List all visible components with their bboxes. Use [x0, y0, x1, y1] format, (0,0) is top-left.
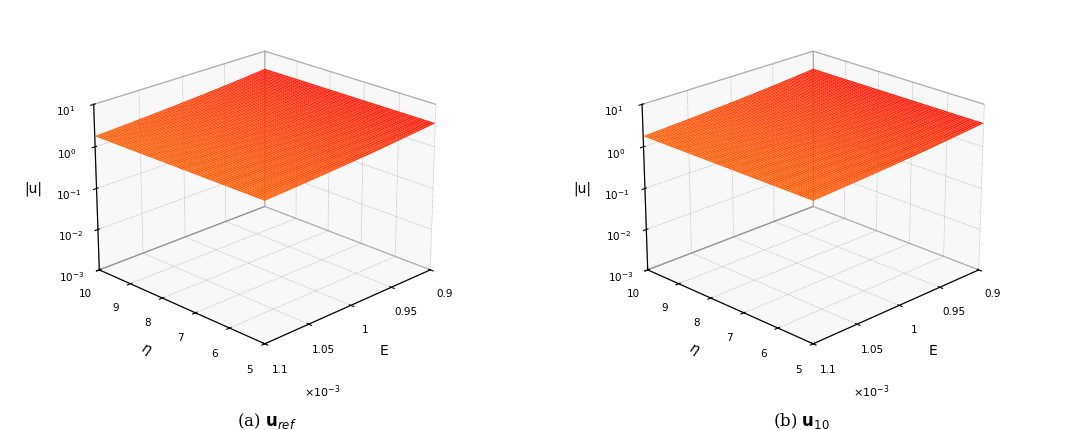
- Text: (b) $\mathbf{u}_{10}$: (b) $\mathbf{u}_{10}$: [772, 411, 830, 430]
- Text: $\times 10^{-3}$: $\times 10^{-3}$: [852, 384, 889, 400]
- Text: $\times 10^{-3}$: $\times 10^{-3}$: [304, 384, 341, 400]
- Text: (a) $\mathbf{u}_{ref}$: (a) $\mathbf{u}_{ref}$: [237, 411, 297, 430]
- X-axis label: E: E: [380, 344, 389, 358]
- Y-axis label: $\eta$: $\eta$: [686, 341, 702, 359]
- Y-axis label: $\eta$: $\eta$: [138, 341, 153, 359]
- X-axis label: E: E: [928, 344, 937, 358]
